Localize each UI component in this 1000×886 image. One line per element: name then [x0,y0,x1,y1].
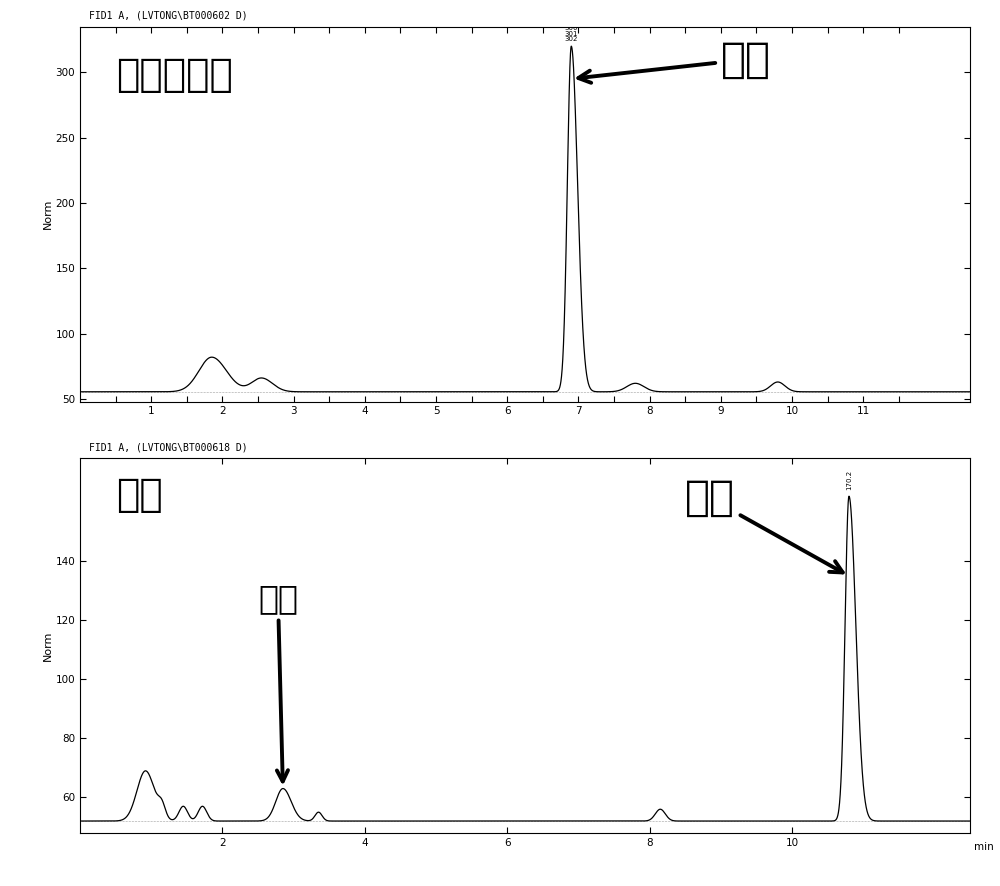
Text: min: min [974,843,994,852]
Text: 丙酸: 丙酸 [685,478,843,572]
Text: 丙醇: 丙醇 [578,39,771,82]
Text: 产物: 产物 [116,477,162,515]
Y-axis label: Norm: Norm [43,198,53,229]
Y-axis label: Norm: Norm [43,630,53,661]
Text: FID1 A, (LVTONG\BT000602 D): FID1 A, (LVTONG\BT000602 D) [89,11,248,21]
Text: 170.2: 170.2 [846,470,852,490]
Text: FID1 A, (LVTONG\BT000618 D): FID1 A, (LVTONG\BT000618 D) [89,442,248,452]
Text: 丙醇反应液: 丙醇反应液 [116,57,232,94]
Text: 丙醇: 丙醇 [258,582,298,781]
Text: 300
301
302: 300 301 302 [565,26,578,43]
